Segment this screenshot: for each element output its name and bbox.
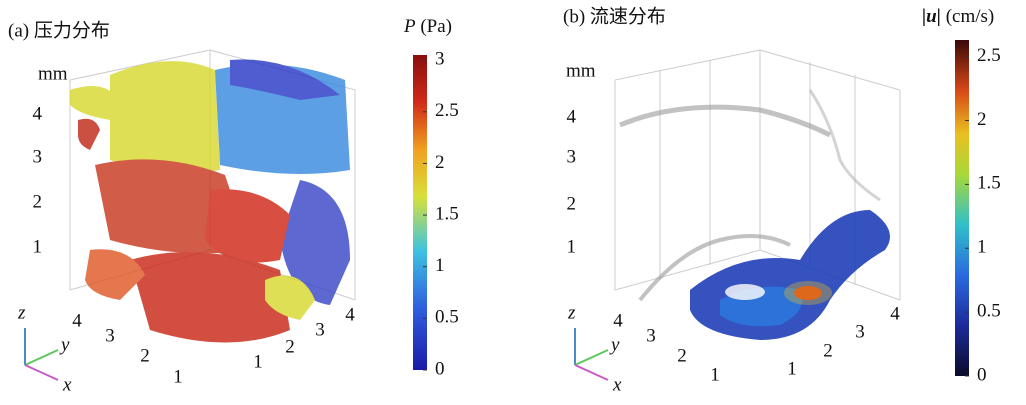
unit: (Pa) [420, 16, 452, 37]
unit-label: mm [38, 63, 68, 84]
tick-label: 2 [977, 109, 987, 130]
axis-label: x [612, 374, 622, 395]
tick-label: 4 [890, 303, 900, 324]
tick-label: 1 [253, 351, 263, 372]
tick-label: 2.5 [435, 100, 459, 121]
tick-label: 3 [855, 321, 865, 342]
axis-label: x [62, 374, 72, 395]
colorbar [413, 55, 427, 370]
tick-label: 1 [173, 366, 183, 387]
pressure-volume [70, 59, 350, 342]
tick-label: 3 [646, 325, 656, 346]
colorbar-ticks: 0 0.5 1 1.5 2 2.5 3 [423, 49, 459, 380]
tick-label: 3 [105, 325, 115, 346]
tick-label: 4 [33, 103, 43, 124]
tick-label: 0 [977, 364, 987, 385]
tick-label: 1 [977, 237, 987, 258]
tick-label: 2 [435, 152, 445, 173]
tick-label: 2 [567, 193, 577, 214]
tick-label: 1 [710, 364, 720, 385]
tick-label: 0 [435, 358, 445, 379]
tick-label: 3 [435, 49, 445, 70]
tick-label: 1 [33, 236, 43, 257]
colorbar [955, 40, 969, 376]
tick-label: 4 [613, 310, 623, 331]
tick-label: 3 [315, 319, 325, 340]
tick-label: 2 [140, 345, 150, 366]
panel-title: (b) 流速分布 [563, 5, 666, 27]
tick-label: 4 [567, 106, 577, 127]
colorbar-ticks: 0 0.5 1 1.5 2 2.5 [965, 45, 1001, 385]
vertical-ticks: 1 2 3 4 [33, 103, 43, 257]
tick-label: 1.5 [435, 203, 459, 224]
tick-label: 3 [33, 146, 43, 167]
tick-label: 1.5 [977, 173, 1001, 194]
tick-label: 4 [345, 304, 355, 325]
symbol: |u| [922, 6, 941, 27]
panel-title: (a) 压力分布 [8, 19, 110, 41]
tick-label: 0.5 [435, 307, 459, 328]
tick-label: 1 [435, 255, 445, 276]
tick-label: 2 [33, 191, 43, 212]
vertical-ticks: 1 2 3 4 [567, 106, 577, 257]
axis-label: z [17, 302, 26, 323]
axis-label: y [59, 334, 70, 355]
symbol: P [403, 16, 416, 37]
tick-label: 2 [677, 345, 687, 366]
unit: (cm/s) [946, 6, 995, 27]
tick-label: 1 [567, 236, 577, 257]
tick-label: 3 [567, 146, 577, 167]
tick-label: 2 [285, 336, 295, 357]
colorbar-label: P (Pa) [403, 16, 452, 37]
tick-label: 2.5 [977, 45, 1001, 66]
axis-triad: z y x [17, 302, 72, 395]
tick-label: 0.5 [977, 300, 1001, 321]
tick-label: 2 [823, 340, 833, 361]
unit-label: mm [566, 60, 596, 81]
tick-label: 1 [787, 358, 797, 379]
figure: (a) 压力分布 mm 1234 4321 1234 z y x P (Pa) … [0, 0, 1026, 400]
tick-label: 4 [72, 310, 82, 331]
colorbar-label: |u| (cm/s) [922, 6, 994, 27]
axis-label: y [609, 334, 620, 355]
axis-label: z [567, 302, 576, 323]
